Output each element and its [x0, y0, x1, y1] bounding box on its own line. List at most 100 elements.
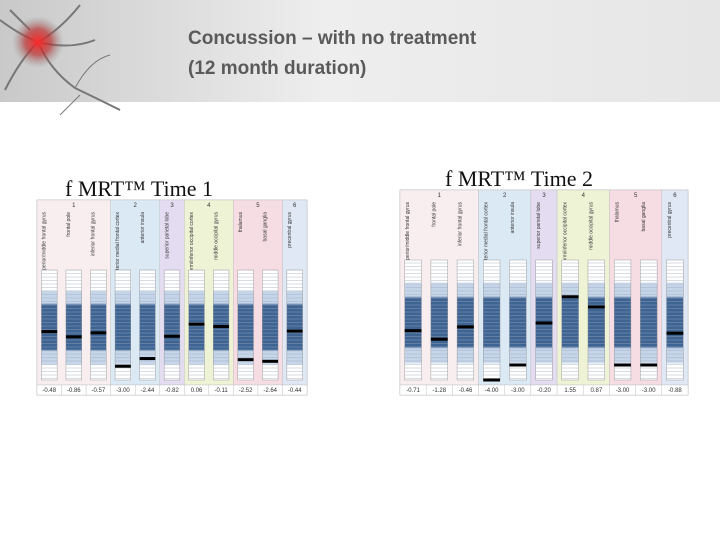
- score-column-lines: [262, 270, 279, 380]
- score-marker: [41, 330, 58, 334]
- score-marker: [90, 331, 107, 335]
- region-name: precentral gyrus: [287, 212, 293, 248]
- panel-heading: f MRT™ Time 1: [65, 176, 213, 201]
- group-label: 1: [438, 193, 442, 199]
- region-name: superior/middle frontal gyrus: [42, 212, 48, 276]
- group-label: 3: [170, 203, 174, 209]
- value-label: -3.00: [511, 388, 525, 394]
- value-label: -0.88: [668, 388, 682, 394]
- score-column-lines: [164, 270, 180, 380]
- score-marker: [188, 322, 205, 326]
- region-name: fusiform/inferior occipital cortex: [189, 212, 195, 281]
- title-line: (12 month duration): [188, 58, 366, 79]
- region-name: precentral gyrus: [667, 202, 673, 238]
- region-name: posterior medial frontal cortex: [115, 212, 121, 278]
- score-column-lines: [115, 270, 131, 380]
- score-marker: [139, 357, 156, 361]
- score-marker: [65, 335, 82, 339]
- group-label: 4: [207, 203, 211, 209]
- value-label: -1.28: [432, 388, 446, 394]
- score-marker: [509, 363, 527, 367]
- group-label: 4: [582, 193, 586, 199]
- score-column-lines: [587, 260, 605, 380]
- region-name: frontal pole: [431, 202, 437, 227]
- value-label: -0.82: [165, 388, 179, 394]
- score-marker: [213, 325, 229, 329]
- value-label: -3.00: [616, 388, 630, 394]
- region-name: superior parietal lobe: [164, 212, 170, 259]
- value-label: -0.44: [288, 388, 302, 394]
- value-label: -0.86: [67, 388, 81, 394]
- group-label: 1: [72, 203, 76, 209]
- region-name: middle occipital gyrus: [213, 212, 219, 260]
- score-column-lines: [41, 270, 58, 380]
- group-label: 5: [634, 193, 638, 199]
- region-name: anterior insula: [140, 212, 146, 244]
- score-marker: [561, 295, 579, 299]
- group-label: 6: [673, 193, 677, 199]
- panel: f MRT™ Time 2 1 superior/middle frontal g…: [399, 166, 689, 396]
- score-column-lines: [90, 270, 107, 380]
- group-label: 6: [293, 203, 297, 209]
- value-label: -2.44: [141, 388, 155, 394]
- header-band: [0, 0, 720, 102]
- score-column-lines: [65, 270, 82, 380]
- value-label: -2.52: [239, 388, 253, 394]
- region-name: fusiform/inferior occipital cortex: [562, 202, 568, 271]
- value-label: 0.06: [191, 388, 203, 394]
- score-marker: [286, 329, 303, 333]
- score-column-lines: [139, 270, 156, 380]
- score-column-lines: [509, 260, 527, 380]
- value-cell: [282, 384, 308, 396]
- score-column-lines: [666, 260, 684, 380]
- region-name: inferior frontal gyrus: [91, 212, 97, 257]
- region-name: basal ganglia: [263, 212, 269, 242]
- value-label: -0.57: [92, 388, 106, 394]
- region-name: frontal pole: [66, 212, 72, 237]
- region-name: superior parietal lobe: [536, 202, 542, 249]
- score-column-lines: [483, 260, 501, 380]
- value-label: -0.20: [537, 388, 551, 394]
- score-column-lines: [286, 270, 303, 380]
- region-name: middle occipital gyrus: [588, 202, 594, 250]
- score-marker: [115, 364, 131, 368]
- score-marker: [614, 363, 631, 367]
- score-marker: [430, 337, 448, 341]
- score-column-lines: [404, 260, 422, 380]
- score-column-lines: [614, 260, 631, 380]
- panel-heading: f MRT™ Time 2: [445, 166, 593, 191]
- region-name: superior/middle frontal gyrus: [405, 202, 411, 266]
- score-marker: [666, 331, 684, 335]
- score-column-lines: [535, 260, 553, 380]
- score-marker: [587, 305, 605, 309]
- value-label: -0.48: [42, 388, 56, 394]
- score-marker: [483, 378, 501, 382]
- score-column-lines: [237, 270, 254, 380]
- score-column-lines: [561, 260, 579, 380]
- value-label: -0.71: [406, 388, 420, 394]
- score-marker: [457, 325, 474, 329]
- value-cell: [661, 384, 689, 396]
- value-label: -0.46: [459, 388, 473, 394]
- score-marker: [164, 334, 180, 338]
- title-line: Concussion – with no treatment: [188, 28, 477, 49]
- value-label: -2.64: [263, 388, 277, 394]
- region-name: anterior insula: [510, 202, 516, 234]
- region-name: thalamus: [238, 212, 244, 233]
- value-label: 0.87: [591, 388, 603, 394]
- value-label: -3.00: [116, 388, 130, 394]
- score-column-lines: [640, 260, 658, 380]
- score-column-lines: [213, 270, 229, 380]
- group-label: 3: [542, 193, 546, 199]
- region-name: inferior frontal gyrus: [458, 202, 464, 247]
- panel: f MRT™ Time 1 1 superior/middle frontal g…: [36, 176, 308, 396]
- value-label: -3.00: [642, 388, 656, 394]
- score-marker: [640, 363, 658, 367]
- value-label: -4.00: [485, 388, 499, 394]
- score-marker: [237, 358, 254, 362]
- value-label: 1.55: [564, 388, 576, 394]
- region-name: basal ganglia: [641, 202, 647, 232]
- group-label: 2: [134, 203, 138, 209]
- region-name: thalamus: [615, 202, 621, 223]
